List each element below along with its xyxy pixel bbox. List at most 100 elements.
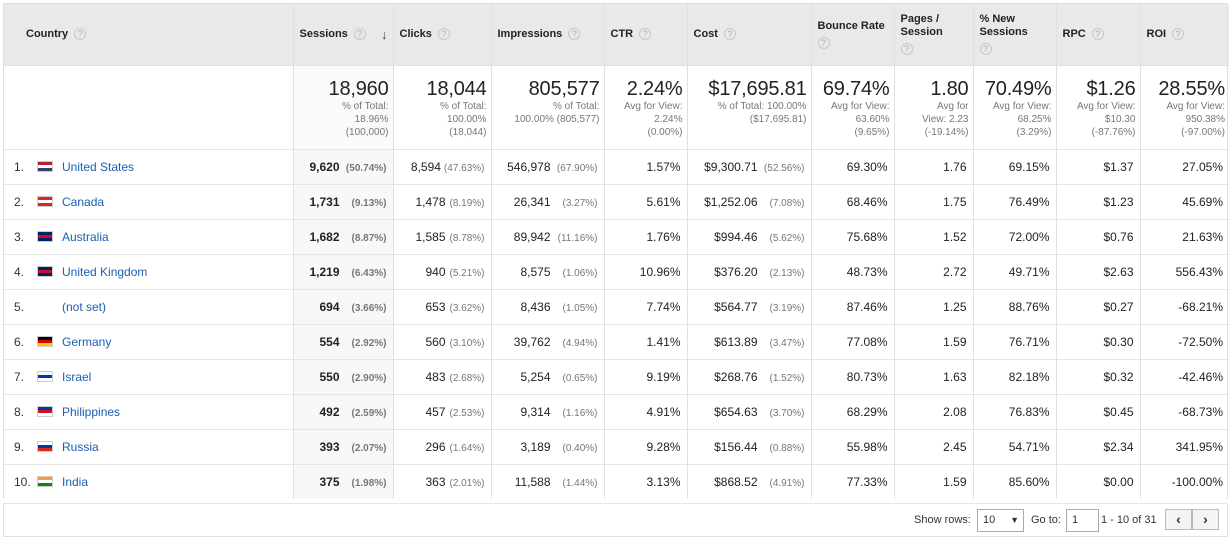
total-note: 2.24% <box>654 113 683 125</box>
totals-impressions: 805,577% of Total: 100.00% (805,577) <box>491 64 605 149</box>
col-header-ctr[interactable]: CTR? <box>604 4 688 65</box>
help-icon[interactable]: ? <box>568 27 581 40</box>
total-note: Avg for View: <box>1076 100 1136 112</box>
clicks-value: 363 <box>425 474 446 489</box>
impressions-cell: 3,189 (0.40%) <box>491 428 605 464</box>
col-header-pages-session[interactable]: Pages / Session? <box>894 4 974 65</box>
total-value: 18,044 <box>426 77 487 100</box>
roi-cell: -72.50% <box>1140 323 1229 359</box>
impressions-cell: 9,314 (1.16%) <box>491 393 605 429</box>
totals-bounce-rate: 69.74% Avg for View: 63.60% (9.65%) <box>811 64 895 149</box>
total-note: (100,000) <box>345 126 389 138</box>
cost-value: $9,300.71 <box>704 159 758 174</box>
total-value: 70.49% <box>984 77 1052 100</box>
cost-cell: $564.77 (3.19%) <box>687 288 812 324</box>
header-label: RPC <box>1062 27 1086 40</box>
sessions-percent: (2.90%) <box>351 372 387 384</box>
country-link[interactable]: Germany <box>62 334 112 349</box>
country-link[interactable]: Canada <box>62 194 105 209</box>
cost-value: $156.44 <box>714 439 758 454</box>
impressions-value: 89,942 <box>513 229 551 244</box>
country-link[interactable]: Russia <box>62 439 99 454</box>
help-icon[interactable]: ? <box>74 27 87 40</box>
total-note: (-97.00%) <box>1181 126 1225 138</box>
cost-percent: (3.19%) <box>769 302 805 314</box>
sessions-value: 492 <box>319 404 340 419</box>
col-header-rpc[interactable]: RPC? <box>1056 4 1141 65</box>
country-cell: 6. Germany <box>4 323 294 359</box>
sessions-cell: 393 (2.07%) <box>293 428 394 464</box>
bounce-rate-cell: 77.33% <box>811 463 895 499</box>
cost-cell: $654.63 (3.70%) <box>687 393 812 429</box>
clicks-percent: (8.78%) <box>449 232 485 244</box>
show-rows-value: 10 <box>983 514 996 526</box>
new-sessions-cell: 76.49% <box>973 183 1057 219</box>
help-icon[interactable]: ? <box>639 27 652 40</box>
col-header-impressions[interactable]: Impressions? <box>491 4 605 65</box>
total-value: 28.55% <box>1158 77 1225 100</box>
ctr-cell: 1.41% <box>604 323 688 359</box>
col-header-cost[interactable]: Cost? <box>687 4 812 65</box>
header-label: Bounce Rate <box>817 19 885 32</box>
help-icon[interactable]: ? <box>817 36 830 49</box>
sort-descending-arrow-icon[interactable]: ↓ <box>381 27 388 42</box>
clicks-cell: 483 (2.68%) <box>393 358 492 394</box>
col-header-new-sessions[interactable]: % New Sessions? <box>973 4 1057 65</box>
col-header-roi[interactable]: ROI? <box>1140 4 1229 65</box>
country-link[interactable]: Australia <box>62 229 109 244</box>
cost-percent: (5.62%) <box>769 232 805 244</box>
rpc-cell: $0.32 <box>1056 358 1141 394</box>
impressions-value: 5,254 <box>520 369 551 384</box>
cost-percent: (7.08%) <box>769 197 805 209</box>
bounce-rate-cell: 68.46% <box>811 183 895 219</box>
clicks-cell: 296 (1.64%) <box>393 428 492 464</box>
country-link[interactable]: India <box>62 474 89 489</box>
col-header-bounce-rate[interactable]: Bounce Rate? <box>811 4 895 65</box>
roi-cell: -42.46% <box>1140 358 1229 394</box>
col-header-sessions[interactable]: Sessions? ↓ <box>293 4 394 65</box>
help-icon[interactable]: ? <box>437 27 450 40</box>
sessions-percent: (2.92%) <box>351 337 387 349</box>
total-note: Avg for <box>937 100 969 112</box>
col-header-country[interactable]: Country? <box>4 4 294 65</box>
ctr-cell: 4.91% <box>604 393 688 429</box>
country-link[interactable]: United Kingdom <box>62 264 148 279</box>
goto-input[interactable]: 1 <box>1066 509 1099 532</box>
totals-sessions: 18,960% of Total: 18.96% (100,000) <box>293 64 394 149</box>
col-header-clicks[interactable]: Clicks? <box>393 4 492 65</box>
row-index: 8. <box>14 404 25 419</box>
pages-session-cell: 2.72 <box>894 253 974 289</box>
country-flag-icon <box>37 370 53 382</box>
country-link[interactable]: (not set) <box>62 299 107 314</box>
help-icon[interactable]: ? <box>723 27 736 40</box>
country-link[interactable]: Israel <box>62 369 92 384</box>
help-icon[interactable]: ? <box>979 43 992 56</box>
cost-percent: (1.52%) <box>769 372 805 384</box>
total-note: Avg for View: <box>1166 100 1225 112</box>
total-note: (-19.14%) <box>924 126 969 138</box>
table-row: 7. Israel 550 (2.90%) 483 (2.68%) 5,254 (0.6… <box>4 358 1229 394</box>
clicks-percent: (2.53%) <box>449 407 485 419</box>
help-icon[interactable]: ? <box>1172 27 1185 40</box>
row-index: 6. <box>14 334 25 349</box>
show-rows-select[interactable]: 10 ▼ <box>977 509 1024 532</box>
table-row: 3. Australia 1,682 (8.87%) 1,585 (8.78%) 89… <box>4 218 1229 254</box>
country-link[interactable]: United States <box>62 159 135 174</box>
country-link[interactable]: Philippines <box>62 404 121 419</box>
previous-page-button[interactable]: ‹ <box>1165 509 1192 530</box>
help-icon[interactable]: ? <box>900 43 913 56</box>
impressions-value: 8,575 <box>520 264 551 279</box>
help-icon[interactable]: ? <box>1091 27 1104 40</box>
help-icon[interactable]: ? <box>353 27 366 40</box>
row-index: 3. <box>14 229 25 244</box>
rpc-cell: $0.45 <box>1056 393 1141 429</box>
cost-value: $654.63 <box>714 404 758 419</box>
row-index: 2. <box>14 194 25 209</box>
pages-session-cell: 2.45 <box>894 428 974 464</box>
totals-row: 18,960% of Total: 18.96% (100,000) 18,044%… <box>4 64 1229 149</box>
clicks-value: 8,594 <box>410 159 441 174</box>
header-label: Country <box>26 27 69 40</box>
rpc-cell: $0.00 <box>1056 463 1141 499</box>
next-page-button[interactable]: › <box>1192 509 1219 530</box>
cost-cell: $994.46 (5.62%) <box>687 218 812 254</box>
